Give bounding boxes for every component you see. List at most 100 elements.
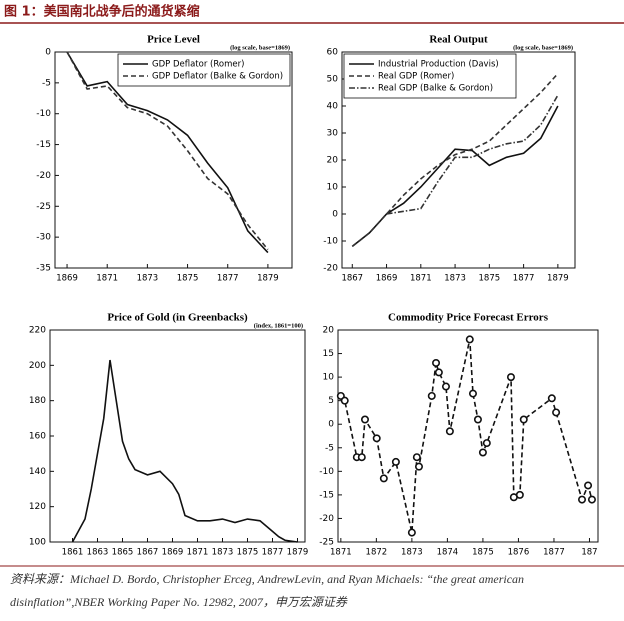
data-point bbox=[584, 481, 593, 490]
chart-note: (index, 1861=100) bbox=[254, 322, 303, 329]
x-tick-label: 1877 bbox=[217, 274, 239, 284]
x-tick-label: 1877 bbox=[262, 548, 284, 558]
x-tick-label: 1872 bbox=[366, 548, 388, 558]
y-tick-label: 15 bbox=[323, 349, 334, 359]
chart-title: Price of Gold (in Greenbacks) bbox=[107, 312, 248, 324]
source-line: 资料来源：Michael D. Bordo, Christopher Erceg… bbox=[10, 572, 524, 586]
x-tick-label: 1873 bbox=[137, 274, 159, 284]
data-point bbox=[434, 368, 443, 377]
data-line bbox=[66, 51, 269, 250]
x-tick-label: 1874 bbox=[437, 548, 459, 558]
legend-box bbox=[117, 53, 291, 87]
data-point bbox=[427, 391, 436, 400]
x-tick-label: 1875 bbox=[237, 548, 259, 558]
data-point bbox=[372, 434, 381, 443]
legend-label: GDP Deflator (Balke & Gordon) bbox=[152, 72, 283, 82]
y-tick-label: 180 bbox=[29, 396, 46, 406]
data-line bbox=[351, 73, 559, 248]
x-tick-label: 1867 bbox=[341, 274, 363, 284]
legend-label: Real GDP (Balke & Gordon) bbox=[378, 84, 493, 94]
data-line bbox=[340, 339, 593, 533]
data-point bbox=[482, 439, 491, 448]
data-point bbox=[519, 415, 528, 424]
y-tick-label: -10 bbox=[36, 109, 51, 119]
y-tick-label: -5 bbox=[325, 443, 334, 453]
y-tick-label: 50 bbox=[327, 75, 339, 85]
data-line bbox=[66, 51, 269, 254]
y-tick-label: 5 bbox=[328, 396, 334, 406]
y-tick-label: 120 bbox=[29, 502, 46, 512]
chart-title: Commodity Price Forecast Errors bbox=[388, 312, 549, 324]
x-tick-label: 1871 bbox=[96, 274, 118, 284]
x-tick-label: 1871 bbox=[330, 548, 352, 558]
data-point bbox=[465, 335, 474, 344]
x-tick-label: 1871 bbox=[410, 274, 432, 284]
y-tick-label: 10 bbox=[323, 373, 335, 383]
x-tick-label: 1863 bbox=[87, 548, 109, 558]
data-point bbox=[441, 382, 450, 391]
source-line: disinflation”,NBER Working Paper No. 129… bbox=[10, 595, 348, 609]
x-tick-label: 1869 bbox=[56, 274, 78, 284]
data-point bbox=[357, 453, 366, 462]
y-tick-label: -10 bbox=[319, 467, 334, 477]
x-tick-label: 1875 bbox=[177, 274, 199, 284]
y-tick-label: 40 bbox=[327, 102, 339, 112]
x-tick-label: 1873 bbox=[401, 548, 423, 558]
x-tick-label: 1875 bbox=[472, 548, 494, 558]
data-line bbox=[71, 359, 298, 543]
y-tick-label: 160 bbox=[29, 432, 46, 442]
figure-title: 图 1：美国南北战争后的通货紧缩 bbox=[4, 4, 200, 20]
x-tick-label: 1873 bbox=[212, 548, 234, 558]
legend-box bbox=[343, 53, 517, 99]
y-tick-label: -15 bbox=[36, 140, 51, 150]
data-point bbox=[432, 358, 441, 367]
y-tick-label: 220 bbox=[29, 326, 46, 336]
y-tick-label: 100 bbox=[29, 538, 46, 548]
data-point bbox=[407, 528, 416, 537]
y-tick-label: 0 bbox=[45, 48, 51, 58]
plot-frame bbox=[337, 329, 599, 543]
data-point bbox=[473, 415, 482, 424]
y-tick-label: -20 bbox=[319, 514, 334, 524]
x-tick-label: 1871 bbox=[187, 548, 209, 558]
y-tick-label: 10 bbox=[327, 183, 339, 193]
y-tick-label: -15 bbox=[319, 490, 334, 500]
x-tick-label: 1869 bbox=[376, 274, 398, 284]
chart-note: (log scale, base=1869) bbox=[230, 44, 290, 51]
y-tick-label: 0 bbox=[328, 420, 334, 430]
y-tick-label: -5 bbox=[42, 78, 51, 88]
legend-label: GDP Deflator (Romer) bbox=[152, 60, 244, 70]
x-tick-label: 1877 bbox=[543, 548, 565, 558]
data-point bbox=[360, 415, 369, 424]
x-tick-label: 1861 bbox=[62, 548, 84, 558]
y-tick-label: -25 bbox=[36, 202, 51, 212]
data-point bbox=[391, 457, 400, 466]
x-tick-label: 1879 bbox=[257, 274, 279, 284]
legend-label: Industrial Production (Davis) bbox=[378, 60, 499, 70]
x-tick-label: 1869 bbox=[162, 548, 184, 558]
y-tick-label: -10 bbox=[323, 237, 338, 247]
data-point bbox=[412, 453, 421, 462]
y-tick-label: -25 bbox=[319, 538, 334, 548]
x-tick-label: 1877 bbox=[513, 274, 535, 284]
chart-note: (log scale, base=1869) bbox=[513, 44, 573, 51]
y-tick-label: 20 bbox=[323, 326, 335, 336]
data-point bbox=[515, 490, 524, 499]
y-tick-label: 140 bbox=[29, 467, 46, 477]
y-tick-label: 20 bbox=[327, 156, 339, 166]
x-tick-label: 1879 bbox=[547, 274, 569, 284]
y-tick-label: 200 bbox=[29, 361, 46, 371]
y-tick-label: -30 bbox=[36, 233, 51, 243]
data-line bbox=[351, 105, 559, 248]
y-tick-label: 30 bbox=[327, 129, 339, 139]
data-point bbox=[587, 495, 596, 504]
data-point bbox=[445, 427, 454, 436]
data-point bbox=[506, 373, 515, 382]
data-point bbox=[578, 495, 587, 504]
x-tick-label: 1867 bbox=[137, 548, 159, 558]
y-tick-label: 60 bbox=[327, 48, 339, 58]
x-tick-label: 1875 bbox=[479, 274, 501, 284]
x-tick-label: 1876 bbox=[508, 548, 530, 558]
